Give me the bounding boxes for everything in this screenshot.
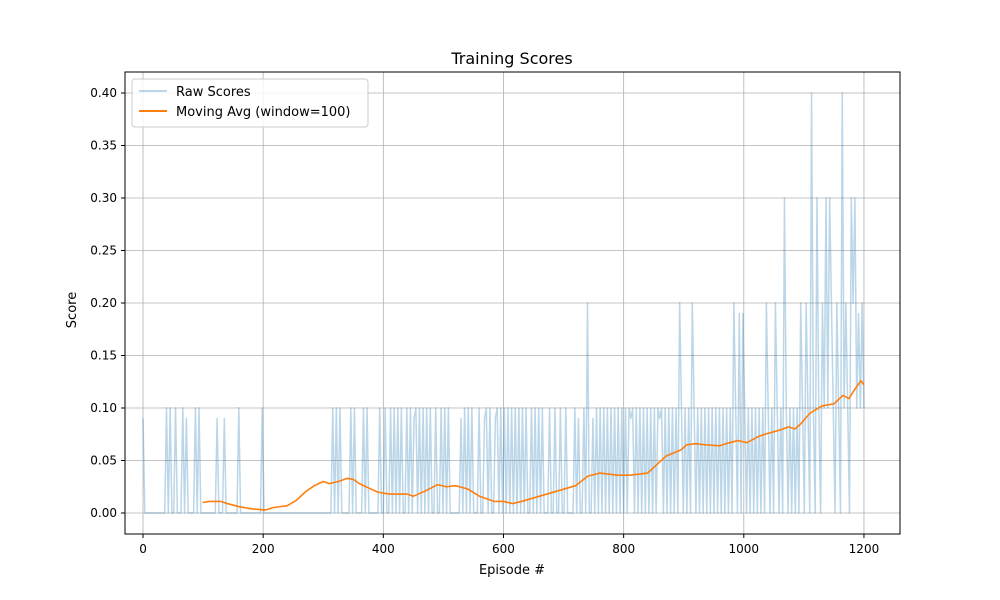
raw-scores-series [142,92,865,514]
legend-label-raw: Raw Scores [176,85,251,100]
x-tick-label: 200 [252,542,275,556]
legend-frame [131,78,369,128]
chart-title: Training Scores [450,49,572,68]
legend-label-avg: Moving Avg (window=100) [176,105,350,120]
y-tick-label: 0.10 [90,401,117,415]
y-tick-label: 0.40 [90,86,117,100]
y-tick-label: 0.00 [90,506,117,520]
y-tick-label: 0.25 [90,244,117,258]
x-tick-label: 1200 [849,542,880,556]
y-tick-label: 0.20 [90,296,117,310]
x-axis: 0 200 400 600 800 1000 1200 [139,534,879,556]
y-axis: 0.00 0.05 0.10 0.15 0.20 0.25 0.30 0.35 0.40 [90,86,125,520]
y-axis-label: Score [65,292,80,328]
y-tick-label: 0.15 [90,349,117,363]
x-tick-label: 800 [612,542,635,556]
moving-avg-series [202,379,865,511]
x-tick-label: 0 [139,542,147,556]
legend: Raw Scores Moving Avg (window=100) [131,78,369,128]
y-tick-label: 0.35 [90,139,117,153]
x-tick-label: 400 [372,542,395,556]
raw-scores-line [142,92,865,514]
x-tick-label: 1000 [729,542,760,556]
x-tick-label: 600 [492,542,515,556]
grid [125,72,900,534]
moving-avg-line [202,379,865,511]
x-axis-label: Episode # [479,563,545,578]
y-tick-label: 0.05 [90,454,117,468]
y-tick-label: 0.30 [90,191,117,205]
